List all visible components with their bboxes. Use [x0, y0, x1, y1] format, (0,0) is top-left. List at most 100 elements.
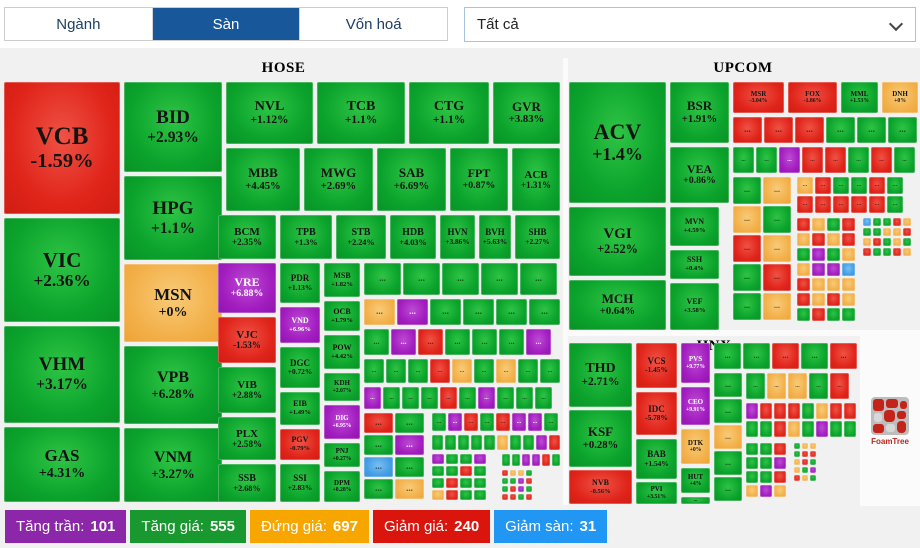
- mini-tile[interactable]: ...: [472, 329, 497, 355]
- mini-tile[interactable]: [812, 248, 825, 261]
- stock-tile-ctg[interactable]: CTG +1.1%: [409, 82, 489, 144]
- mini-tile[interactable]: ...: [496, 413, 510, 431]
- mini-tile[interactable]: ...: [851, 196, 867, 213]
- mini-tile[interactable]: ...: [364, 435, 393, 455]
- stock-tile-mbb[interactable]: MBB +4.45%: [226, 148, 300, 211]
- stock-tile-acv[interactable]: ACV +1.4%: [569, 82, 666, 203]
- mini-tile[interactable]: [827, 293, 840, 306]
- mini-tile[interactable]: [816, 403, 828, 419]
- mini-tile[interactable]: [502, 494, 508, 500]
- mini-tile[interactable]: ...: [452, 359, 472, 383]
- mini-tile[interactable]: ...: [395, 457, 424, 477]
- stock-tile-ssb[interactable]: SSB +2.68%: [218, 464, 276, 502]
- mini-tile[interactable]: [842, 248, 855, 261]
- mini-tile[interactable]: ...: [497, 387, 514, 409]
- mini-tile[interactable]: [883, 238, 891, 246]
- mini-tile[interactable]: ...: [364, 263, 401, 295]
- stock-tile-vef[interactable]: VEF +3.58%: [670, 283, 719, 330]
- mini-tile[interactable]: ...: [733, 206, 761, 233]
- mini-tile[interactable]: [788, 403, 800, 419]
- mini-tile[interactable]: [893, 238, 901, 246]
- mini-tile[interactable]: ...: [764, 117, 793, 143]
- mini-tile[interactable]: [746, 403, 758, 419]
- mini-tile[interactable]: [774, 457, 786, 469]
- mini-tile[interactable]: ...: [857, 117, 886, 143]
- mini-tile[interactable]: [774, 471, 786, 483]
- mini-tile[interactable]: [812, 218, 825, 231]
- mini-tile[interactable]: [474, 478, 486, 488]
- mini-tile[interactable]: [432, 435, 443, 450]
- mini-tile[interactable]: ...: [481, 263, 518, 295]
- mini-tile[interactable]: [842, 278, 855, 291]
- mini-tile[interactable]: ...: [512, 413, 526, 431]
- mini-tile[interactable]: ...: [402, 387, 419, 409]
- mini-tile[interactable]: ...: [464, 413, 478, 431]
- stock-tile-vpb[interactable]: VPB +6.28%: [124, 346, 222, 424]
- mini-tile[interactable]: [510, 478, 516, 484]
- stock-tile-acb[interactable]: ACB +1.31%: [512, 148, 560, 211]
- stock-tile-ocb[interactable]: OCB +1.79%: [324, 301, 360, 331]
- stock-tile-dgc[interactable]: DGC +0.72%: [280, 347, 320, 388]
- stock-tile-fox[interactable]: FOX -1.86%: [788, 82, 837, 113]
- mini-tile[interactable]: [532, 454, 540, 466]
- mini-tile[interactable]: ...: [869, 196, 885, 213]
- stock-tile-dnh[interactable]: DNH +0%: [882, 82, 918, 113]
- mini-tile[interactable]: [873, 238, 881, 246]
- mini-tile[interactable]: [526, 494, 532, 500]
- stock-tile-gas[interactable]: GAS +4.31%: [4, 427, 120, 502]
- stock-tile-ksf[interactable]: KSF +0.28%: [569, 410, 632, 467]
- mini-tile[interactable]: ...: [364, 329, 389, 355]
- tab-vonhoa[interactable]: Vốn hoá: [345, 15, 402, 33]
- mini-tile[interactable]: [883, 228, 891, 236]
- mini-tile[interactable]: [873, 228, 881, 236]
- mini-tile[interactable]: [827, 218, 840, 231]
- mini-tile[interactable]: ...: [833, 177, 849, 194]
- mini-tile[interactable]: [518, 478, 524, 484]
- stock-tile-nvb[interactable]: NVB -0.56%: [569, 470, 632, 504]
- stock-tile-ssi[interactable]: SSI +2.83%: [280, 464, 320, 502]
- mini-tile[interactable]: ...: [763, 235, 791, 262]
- mini-tile[interactable]: [460, 454, 472, 464]
- stock-tile-sab[interactable]: SAB +6.69%: [377, 148, 446, 211]
- stock-tile-vgi[interactable]: VGI +2.52%: [569, 207, 666, 276]
- mini-tile[interactable]: ...: [779, 147, 800, 173]
- mini-tile[interactable]: ...: [746, 373, 765, 399]
- mini-tile[interactable]: ...: [851, 177, 867, 194]
- mini-tile[interactable]: ...: [772, 343, 799, 369]
- mini-tile[interactable]: [794, 451, 800, 457]
- mini-tile[interactable]: [760, 443, 772, 455]
- mini-tile[interactable]: [774, 485, 786, 497]
- mini-tile[interactable]: [446, 454, 458, 464]
- mini-tile[interactable]: [873, 248, 881, 256]
- mini-tile[interactable]: [797, 278, 810, 291]
- mini-tile[interactable]: [827, 263, 840, 276]
- mini-tile[interactable]: ...: [714, 343, 741, 369]
- mini-tile[interactable]: ...: [825, 147, 846, 173]
- mini-tile[interactable]: ...: [516, 387, 533, 409]
- stock-tile-bab[interactable]: BAB +1.54%: [636, 439, 677, 479]
- mini-tile[interactable]: [883, 218, 891, 226]
- mini-tile[interactable]: [797, 233, 810, 246]
- mini-tile[interactable]: [816, 421, 828, 437]
- mini-tile[interactable]: [812, 263, 825, 276]
- mini-tile[interactable]: [774, 443, 786, 455]
- mini-tile[interactable]: [810, 467, 816, 473]
- mini-tile[interactable]: [446, 478, 458, 488]
- mini-tile[interactable]: [746, 457, 758, 469]
- mini-tile[interactable]: [802, 459, 808, 465]
- mini-tile[interactable]: [526, 486, 532, 492]
- stock-tile-eib[interactable]: EIB +1.49%: [280, 392, 320, 425]
- mini-tile[interactable]: [812, 278, 825, 291]
- stock-tile-vcb[interactable]: VCB -1.59%: [4, 82, 120, 214]
- mini-tile[interactable]: [432, 478, 444, 488]
- mini-tile[interactable]: ...: [733, 177, 761, 204]
- mini-tile[interactable]: [518, 494, 524, 500]
- mini-tile[interactable]: [458, 435, 469, 450]
- mini-tile[interactable]: ...: [815, 177, 831, 194]
- mini-tile[interactable]: ...: [714, 477, 742, 501]
- stock-tile-hut[interactable]: HUT +4%: [681, 468, 710, 493]
- mini-tile[interactable]: ...: [733, 147, 754, 173]
- mini-tile[interactable]: ...: [763, 293, 791, 320]
- mini-tile[interactable]: [774, 403, 786, 419]
- mini-tile[interactable]: [827, 308, 840, 321]
